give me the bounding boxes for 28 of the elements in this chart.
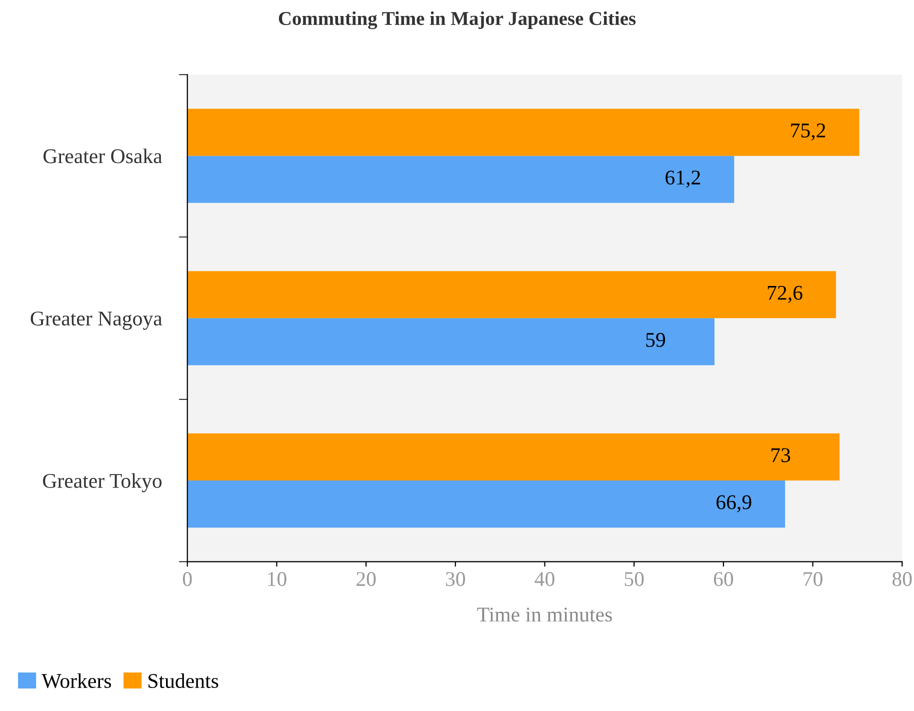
y-tick-label: Greater Nagoya: [30, 312, 162, 330]
x-tick-label: 50: [624, 572, 644, 586]
data-label: 75,2: [791, 124, 826, 140]
data-label: 72,6: [768, 286, 802, 303]
x-tick-label: 60: [714, 572, 734, 586]
y-tick-label: Greater Osaka: [44, 148, 162, 164]
data-label: 66,9: [716, 495, 752, 512]
bar: [187, 480, 786, 528]
x-axis-title: Time in minutes: [477, 608, 612, 622]
chart-title: Commuting Time in Major Japanese Cities: [278, 11, 636, 30]
x-tick-label: 70: [804, 572, 822, 586]
bar: [187, 108, 860, 156]
legend-label: Workers: [42, 673, 111, 688]
legend-label: Students: [148, 673, 218, 688]
x-tick-label: 0: [182, 572, 192, 586]
x-tick-label: 10: [268, 572, 286, 586]
data-label: 59: [646, 332, 666, 347]
bar: [187, 318, 714, 366]
bar: [187, 433, 840, 481]
data-label: 61,2: [666, 170, 700, 188]
bar: [187, 271, 836, 318]
bar: [187, 156, 734, 203]
data-label: 73: [772, 448, 790, 462]
x-tick-label: 80: [892, 572, 912, 586]
x-tick-label: 40: [534, 572, 554, 586]
y-tick-label: Greater Tokyo: [43, 473, 162, 492]
x-tick-label: 30: [446, 572, 466, 586]
x-tick-label: 20: [356, 572, 376, 586]
